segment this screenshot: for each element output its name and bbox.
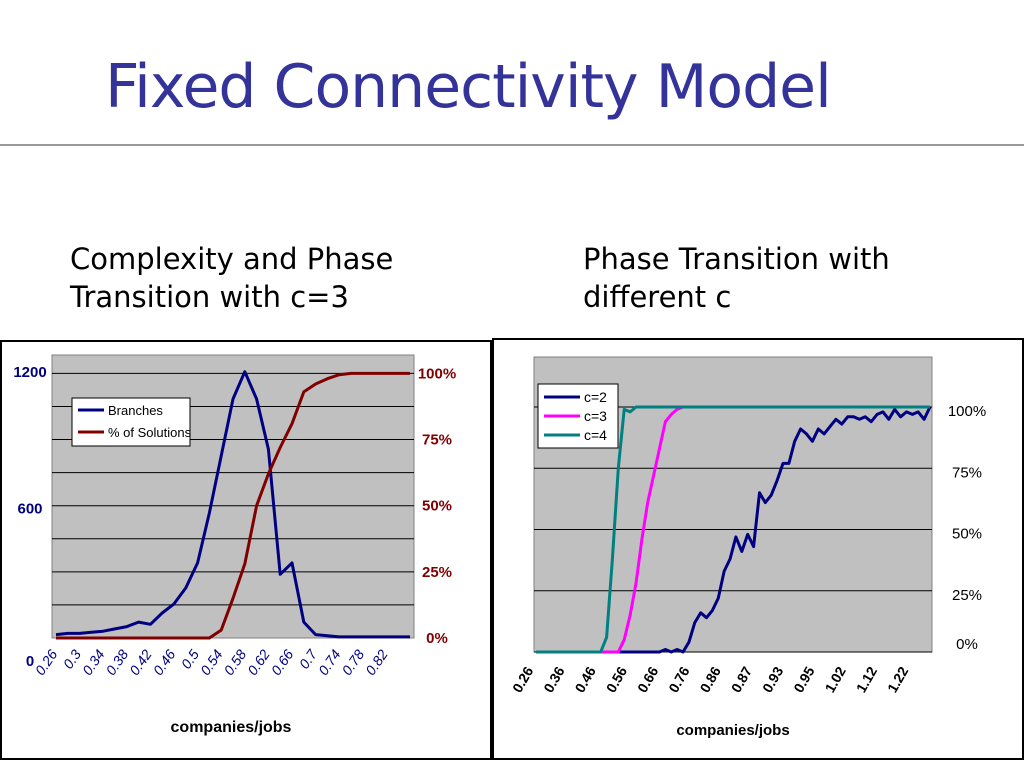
left-x-tick-label: 0.74 <box>315 646 344 678</box>
left-x-tick-label: 0.78 <box>339 646 368 678</box>
right-legend-box <box>537 383 619 449</box>
left-legend: Branches % of Solutions <box>71 397 192 447</box>
right-axis-tick-label: 25% <box>422 564 452 581</box>
left-x-axis-title: companies/jobs <box>171 719 292 736</box>
right-legend: c=2 c=3 c=4 <box>537 383 619 449</box>
left-legend-box <box>71 397 191 447</box>
right-x-tick-label: 0.46 <box>571 664 599 696</box>
left-plot-area <box>51 354 415 639</box>
left-y-axis-labels: 0 600 1200 <box>13 364 46 670</box>
right-x-tick-label: 0.76 <box>665 664 693 696</box>
right-x-tick-label: 0.95 <box>790 664 818 696</box>
right-chart-axis-tick-label: 25% <box>952 587 982 604</box>
left-x-tick-label: 0.54 <box>197 646 226 678</box>
right-x-tick-label: 0.93 <box>759 664 787 696</box>
right-x-tick-label: 1.02 <box>821 664 849 696</box>
right-axis-tick-label: 75% <box>422 432 452 449</box>
caption-right: Phase Transition with different c <box>583 242 890 314</box>
left-x-tick-label: 0.26 <box>32 646 61 678</box>
left-x-tick-label: 0.82 <box>362 646 391 678</box>
left-x-tick-label: 0.58 <box>221 646 250 678</box>
legend-label-c3: c=3 <box>584 408 607 424</box>
right-x-axis-title: companies/jobs <box>676 722 789 739</box>
right-x-tick-label: 0.66 <box>634 664 662 696</box>
left-x-tick-label: 0.38 <box>103 646 132 678</box>
series-line-solutions <box>56 371 410 640</box>
right-x-tick-labels: 0.26 0.36 0.46 0.56 0.66 0.76 0.86 0.87 0.93 0.95… <box>509 664 912 696</box>
left-axis-tick-label: 0 <box>26 653 34 670</box>
right-x-tick-label: 1.12 <box>853 664 881 696</box>
right-x-tick-label: 0.87 <box>728 664 756 696</box>
left-x-tick-label: 0.5 <box>178 646 202 671</box>
right-x-tick-label: 1.22 <box>884 664 912 696</box>
slide-title: Fixed Connectivity Model <box>105 52 832 122</box>
right-axis-tick-label: 50% <box>422 498 452 515</box>
left-x-tick-label: 0.7 <box>296 646 321 672</box>
left-x-tick-label: 0.3 <box>60 646 84 671</box>
right-axis-tick-label: 100% <box>418 365 456 382</box>
left-axis-tick-label: 1200 <box>13 364 46 381</box>
right-series-lines <box>536 405 932 654</box>
legend-label-solutions: % of Solutions <box>108 425 192 440</box>
legend-label-c2: c=2 <box>584 389 607 405</box>
right-gridlines <box>534 406 932 653</box>
left-chart-frame <box>0 340 492 760</box>
right-x-tick-label: 0.56 <box>603 664 631 696</box>
right-y-axis-labels: 0% 25% 50% 75% 100% <box>418 365 456 647</box>
left-gridlines <box>52 372 414 606</box>
left-x-tick-labels: 0.26 0.30.340.380.420.46 0.50.540.580.620.… <box>32 646 391 678</box>
left-x-tick-label: 0.34 <box>79 646 108 678</box>
legend-label-branches: Branches <box>108 403 163 418</box>
left-axis-tick-label: 600 <box>17 500 42 517</box>
right-chart-axis-tick-label: 75% <box>952 464 982 481</box>
right-chart-axis-tick-label: 50% <box>952 526 982 543</box>
left-x-tick-label: 0.62 <box>244 646 273 678</box>
left-series-lines <box>55 370 410 640</box>
left-x-tick-label: 0.42 <box>126 646 155 678</box>
title-divider <box>0 144 1024 146</box>
right-x-tick-label: 0.26 <box>509 664 537 696</box>
right-axis-tick-label: 0% <box>426 630 448 647</box>
right-x-tick-label: 0.86 <box>696 664 724 696</box>
caption-left: Complexity and Phase Transition with c=3 <box>70 242 394 314</box>
right-chart-frame <box>492 338 1024 760</box>
series-line-c3 <box>536 405 930 654</box>
legend-label-c4: c=4 <box>584 427 607 443</box>
series-line-c2 <box>536 406 932 654</box>
left-x-tick-label: 0.66 <box>268 646 297 678</box>
right-chart-axis-tick-label: 0% <box>956 636 978 653</box>
right-chart-axis-tick-label: 100% <box>948 403 986 420</box>
right-plot-area <box>533 356 933 653</box>
series-line-c4 <box>536 405 930 654</box>
right-chart-y-axis-labels: 0% 25% 50% 75% 100% <box>948 403 986 653</box>
right-x-tick-label: 0.36 <box>540 664 568 696</box>
left-x-tick-label: 0.46 <box>150 646 179 678</box>
series-line-branches <box>55 370 410 639</box>
